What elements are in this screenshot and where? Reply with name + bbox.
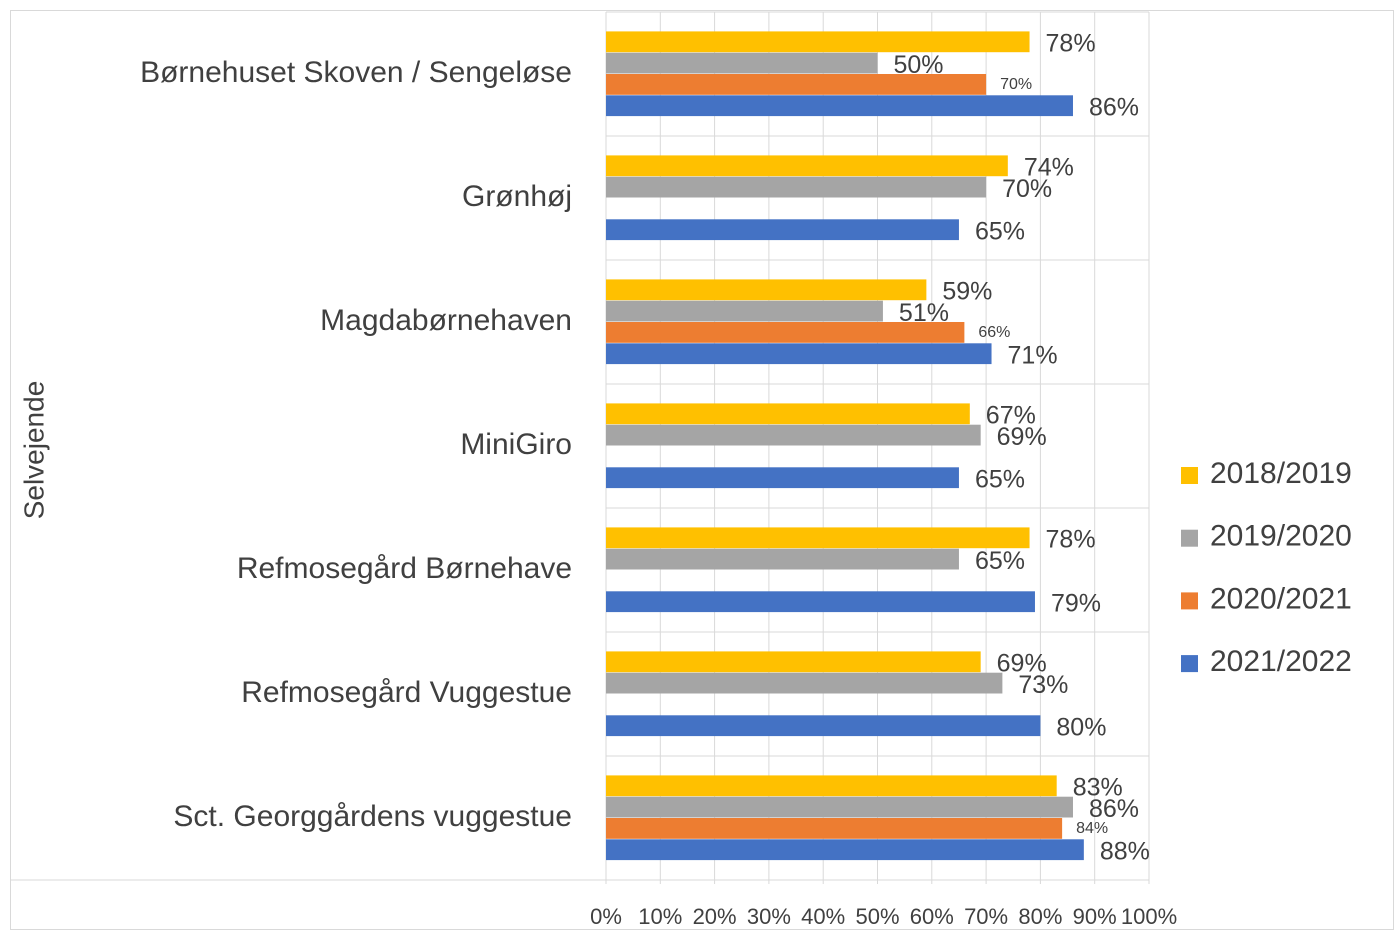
data-label: 73% [1018, 671, 1068, 699]
category-label: Sct. Georggårdens vuggestue [173, 800, 572, 833]
data-label: 65% [975, 218, 1025, 246]
x-tick-label: 90% [1073, 904, 1117, 929]
x-tick-label: 100% [1121, 904, 1177, 929]
data-label: 69% [997, 423, 1047, 451]
x-tick-label: 80% [1018, 904, 1062, 929]
data-label: 70% [1002, 175, 1052, 203]
category-label: Børnehuset Skoven / Sengeløse [140, 56, 572, 89]
data-label: 80% [1056, 714, 1106, 742]
data-label: 84% [1076, 820, 1108, 837]
data-label: 88% [1100, 838, 1150, 866]
data-label: 66% [978, 324, 1010, 341]
bar [606, 527, 1030, 549]
bar [606, 467, 959, 489]
data-label: 78% [1046, 30, 1096, 58]
x-tick-label: 70% [964, 904, 1008, 929]
bar [606, 651, 981, 673]
bar [606, 279, 927, 301]
bar [606, 672, 1003, 694]
data-label: 65% [975, 466, 1025, 494]
data-label: 67% [986, 402, 1036, 430]
data-label: 74% [1024, 154, 1074, 182]
bar [606, 343, 992, 365]
legend-label: 2019/2020 [1210, 520, 1352, 553]
x-tick-label: 20% [693, 904, 737, 929]
category-label: MiniGiro [460, 428, 572, 461]
bar [606, 715, 1041, 737]
data-label: 65% [975, 547, 1025, 575]
data-label: 71% [1008, 342, 1058, 370]
bar [606, 52, 878, 74]
bar [606, 424, 981, 446]
legend-swatch [1181, 467, 1198, 484]
bar [606, 95, 1073, 117]
x-tick-label: 60% [910, 904, 954, 929]
legend-label: 2018/2019 [1210, 457, 1352, 490]
bar [606, 155, 1008, 177]
bar [606, 775, 1057, 797]
x-tick-label: 0% [590, 904, 622, 929]
bar [606, 74, 987, 95]
x-tick-label: 30% [747, 904, 791, 929]
bar [606, 839, 1084, 861]
category-label: Refmosegård Vuggestue [241, 676, 572, 709]
x-tick-label: 40% [801, 904, 845, 929]
bar [606, 403, 970, 425]
bar [606, 548, 959, 570]
bar [606, 31, 1030, 53]
category-label: Refmosegård Børnehave [237, 552, 572, 585]
category-label: Grønhøj [462, 180, 572, 213]
x-tick-label: 50% [855, 904, 899, 929]
y-axis-label: Selvejende [18, 381, 49, 520]
bar [606, 818, 1063, 839]
legend-swatch [1181, 529, 1198, 547]
data-label: 79% [1051, 590, 1101, 618]
legend-swatch [1181, 655, 1198, 673]
chart-border [10, 10, 1394, 930]
data-label: 86% [1089, 94, 1139, 122]
x-tick-label: 10% [638, 904, 682, 929]
data-label: 69% [997, 650, 1047, 678]
data-label: 70% [1000, 76, 1032, 93]
bar [606, 219, 959, 241]
data-label: 78% [1046, 526, 1096, 554]
legend-label: 2020/2021 [1210, 582, 1352, 615]
category-label: Magdabørnehaven [320, 304, 572, 337]
bar [606, 591, 1035, 613]
bar [606, 300, 883, 322]
data-label: 86% [1089, 795, 1139, 823]
data-label: 59% [942, 278, 992, 306]
bar [606, 322, 965, 343]
bar [606, 796, 1073, 818]
legend-swatch [1181, 592, 1198, 610]
data-label: 83% [1073, 774, 1123, 802]
legend-label: 2021/2022 [1210, 645, 1352, 678]
bar [606, 176, 987, 198]
